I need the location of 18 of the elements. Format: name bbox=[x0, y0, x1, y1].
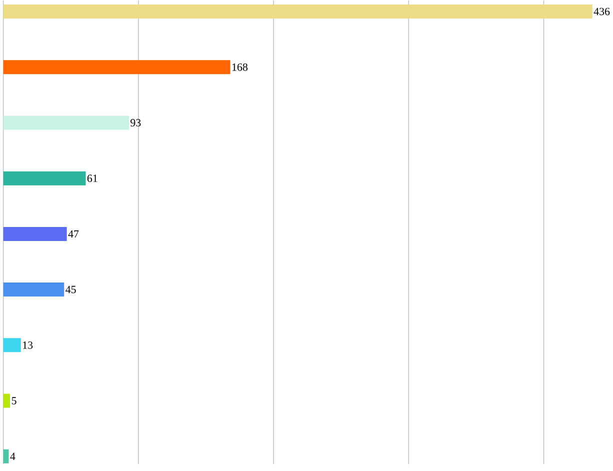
data-label: 4 bbox=[10, 452, 16, 460]
bar bbox=[3, 338, 21, 352]
data-label: 13 bbox=[23, 341, 33, 349]
bar bbox=[3, 60, 230, 74]
bar bbox=[3, 282, 64, 297]
data-label: 61 bbox=[87, 174, 98, 182]
data-label: 436 bbox=[594, 8, 610, 16]
data-label: 47 bbox=[68, 230, 79, 238]
data-label: 5 bbox=[12, 397, 16, 404]
bar bbox=[3, 394, 10, 408]
bar bbox=[3, 4, 592, 19]
bar bbox=[3, 449, 9, 464]
data-label: 45 bbox=[66, 286, 76, 294]
bar bbox=[3, 171, 86, 186]
data-label: 93 bbox=[130, 119, 141, 126]
data-label: 168 bbox=[232, 63, 248, 71]
bar bbox=[3, 116, 129, 130]
bar bbox=[3, 226, 67, 241]
